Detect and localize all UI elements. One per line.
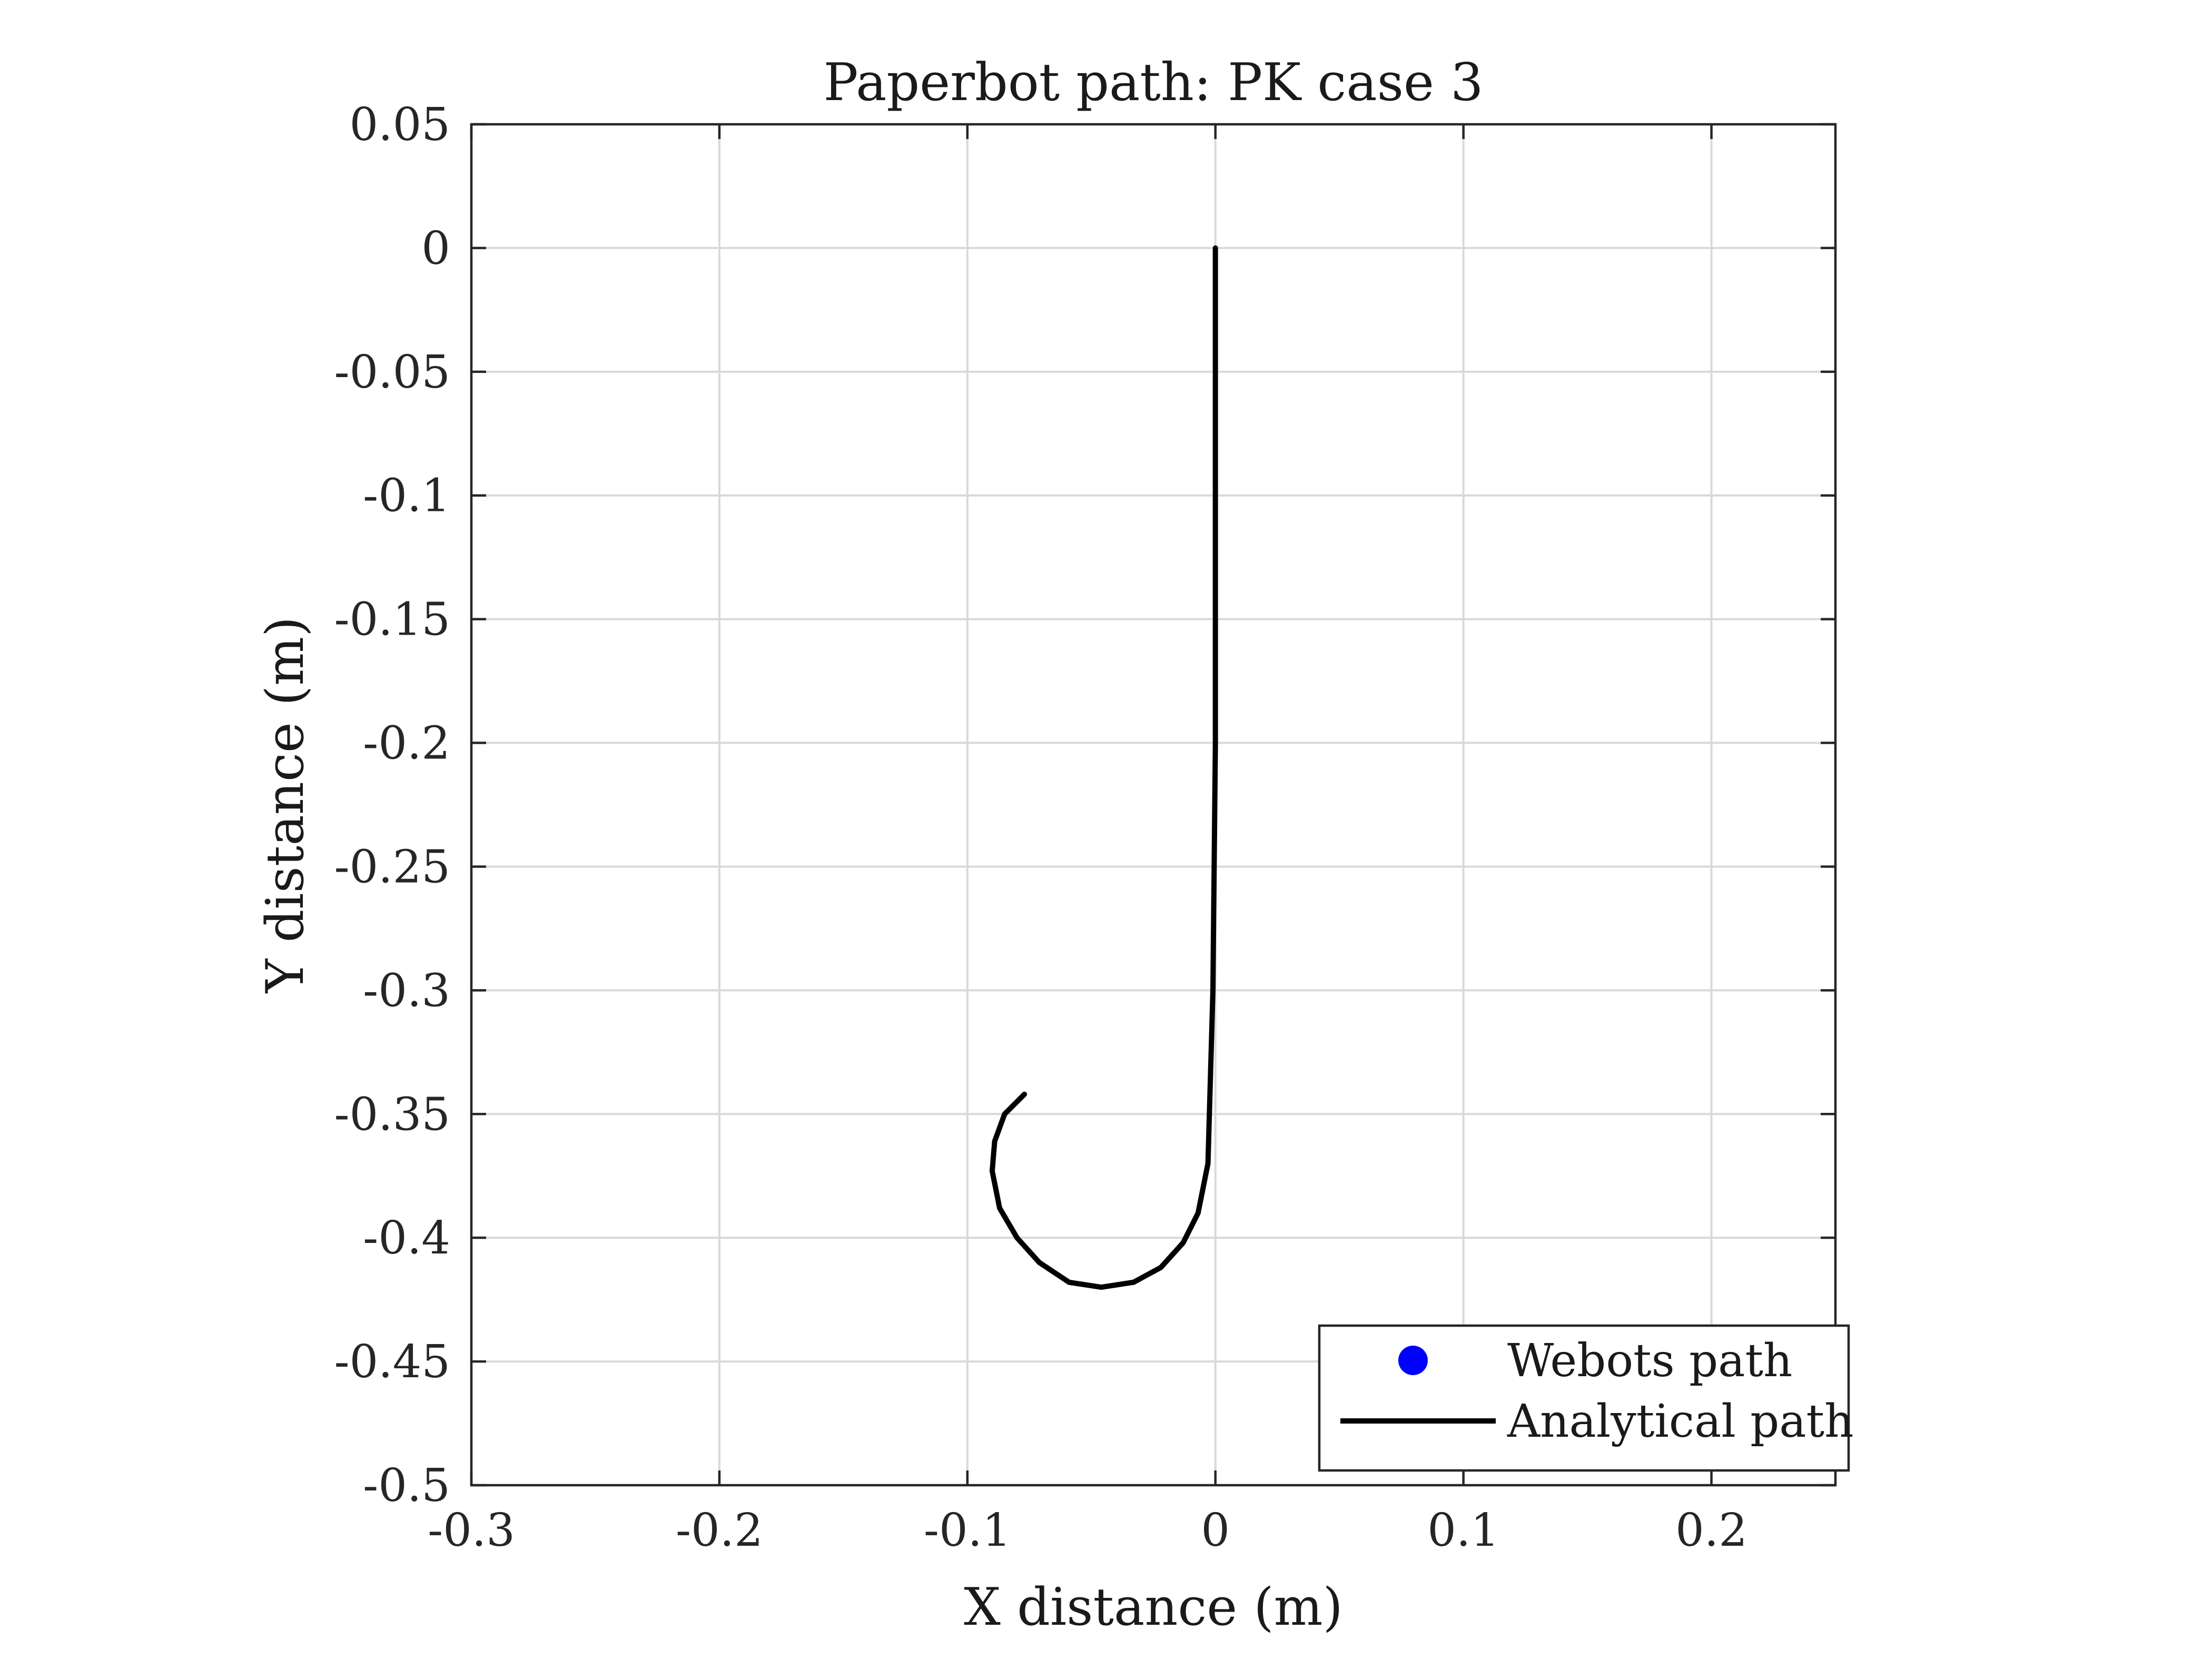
x-tick-label: -0.2 [676, 1504, 763, 1557]
y-tick-label: -0.1 [363, 470, 450, 522]
chart-title: Paperbot path: PK case 3 [823, 53, 1483, 113]
y-tick-label: -0.35 [334, 1088, 450, 1141]
series-layer [989, 245, 1218, 1290]
legend: Webots path Analytical path [1318, 1324, 1853, 1472]
x-tick-label: 0.2 [1675, 1504, 1747, 1557]
x-tick-label: 0 [1201, 1504, 1230, 1557]
y-tick-label: -0.5 [363, 1459, 450, 1512]
x-tick-label: -0.1 [924, 1504, 1011, 1557]
y-tick-label: -0.2 [363, 717, 450, 770]
legend-label-webots-path: Webots path [1507, 1335, 1792, 1387]
legend-marker-webots-path [1398, 1346, 1428, 1375]
ticks: -0.3 -0.2 -0.1 0 0.1 0.2 0.05 0 -0.05 -0.1 -0.15 -0… [334, 98, 1835, 1557]
y-tick-label: -0.45 [334, 1336, 450, 1388]
y-tick-label: 0.05 [350, 98, 450, 151]
y-tick-label: -0.25 [334, 841, 450, 893]
y-tick-label: -0.4 [363, 1212, 450, 1265]
plot-area [471, 124, 1835, 1485]
x-axis-label: X distance (m) [964, 1577, 1343, 1637]
series-line-analytical-path [989, 245, 1218, 1290]
grid [470, 123, 1835, 1486]
plot-frame [470, 123, 1837, 1487]
y-tick-label: -0.3 [363, 964, 450, 1017]
y-axis-label: Y distance (m) [255, 617, 315, 994]
y-tick-label: -0.15 [334, 594, 450, 646]
legend-label-analytical-path: Analytical path [1507, 1395, 1853, 1448]
y-tick-label: -0.05 [334, 346, 450, 399]
x-tick-label: 0.1 [1427, 1504, 1499, 1557]
y-tick-label: 0 [421, 222, 450, 275]
x-tick-label: -0.3 [428, 1504, 515, 1557]
